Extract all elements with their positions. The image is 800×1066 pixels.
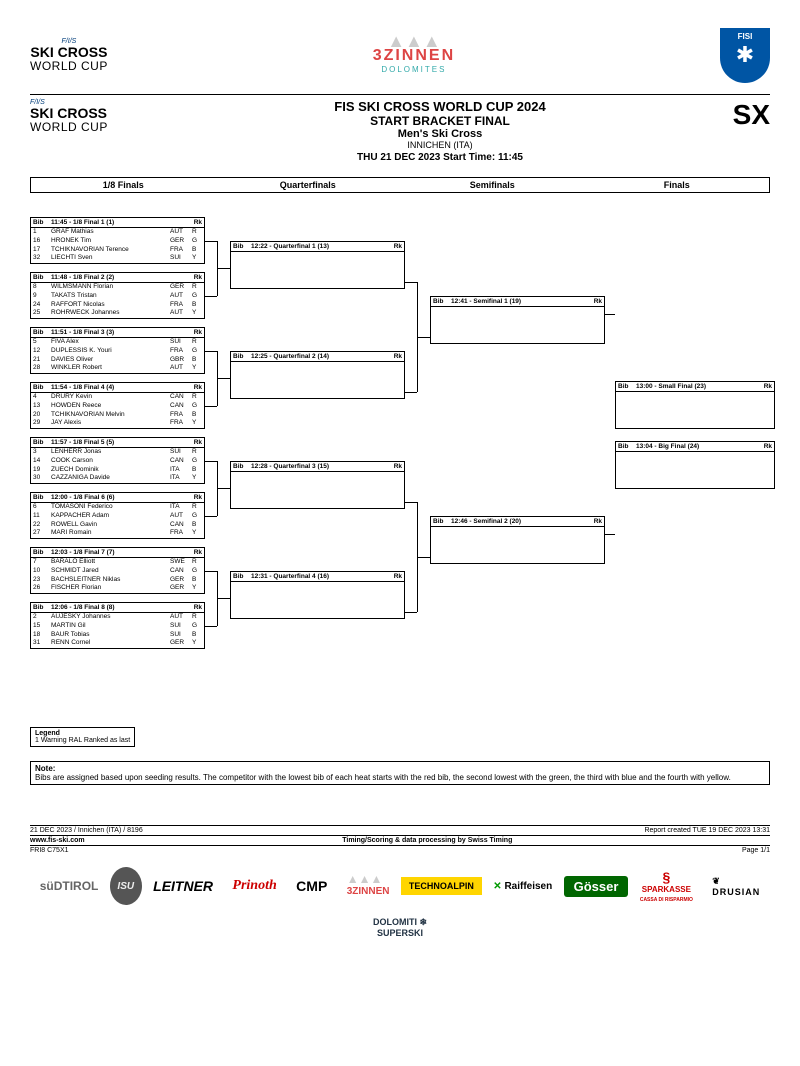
athlete-row: 9TAKATS TristanAUTG: [31, 292, 204, 301]
athlete-row: 21DAVIES OliverGBRB: [31, 356, 204, 365]
sponsor-dolomiti: DOLOMITI ❄SUPERSKI: [365, 913, 435, 942]
zinnen-sub: DOLOMITES: [381, 65, 446, 74]
title-doc: START BRACKET FINAL: [170, 114, 710, 128]
athlete-row: 18BAUR TobiasSUIB: [31, 631, 204, 640]
zinnen-logo: ▲▲▲ 3ZINNEN DOLOMITES: [373, 36, 455, 74]
note-text: Bibs are assigned based upon seeding res…: [35, 773, 765, 782]
heat-box: Bib12:25 - Quarterfinal 2 (14)Rk: [230, 351, 405, 399]
athlete-row: 4DRURY KevinCANR: [31, 393, 204, 402]
round-label: Semifinals: [400, 178, 585, 192]
worldcup-text: WORLD CUP: [30, 59, 108, 73]
fis-logo-left: F/I/S SKI CROSS WORLD CUP: [30, 38, 108, 73]
top-logo-bar: F/I/S SKI CROSS WORLD CUP ▲▲▲ 3ZINNEN DO…: [30, 20, 770, 90]
athlete-row: 12DUPLESSIS K. YouriFRAG: [31, 347, 204, 356]
heat-box: Bib12:46 - Semifinal 2 (20)Rk: [430, 516, 605, 564]
athlete-row: 14COOK CarsonCANG: [31, 457, 204, 466]
zinnen-main: 3ZINNEN: [373, 47, 455, 65]
heat-box: Bib12:41 - Semifinal 1 (19)Rk: [430, 296, 605, 344]
sponsor-sparkasse: §SPARKASSECASSA DI RISPARMIO: [632, 865, 701, 907]
legend-box: Legend 1 Warning RAL Ranked as last: [30, 727, 135, 747]
athlete-row: 5FIVA AlexSUIR: [31, 338, 204, 347]
athlete-row: 3LENHERR JonasSUIR: [31, 448, 204, 457]
heat-box: Bib13:04 - Big Final (24)Rk: [615, 441, 775, 489]
heat-box: Bib13:00 - Small Final (23)Rk: [615, 381, 775, 429]
heat-box: Bib11:57 - 1/8 Final 5 (5)Rk3LENHERR Jon…: [30, 437, 205, 484]
sponsor-prinoth: Prinoth: [224, 874, 284, 898]
header-left-logo: F/I/S SKI CROSS WORLD CUP: [30, 99, 170, 134]
rounds-header: 1/8 Finals Quarterfinals Semifinals Fina…: [30, 177, 770, 193]
athlete-row: 25ROHRWECK JohannesAUTY: [31, 309, 204, 318]
heat-box: Bib11:51 - 1/8 Final 3 (3)Rk5FIVA AlexSU…: [30, 327, 205, 374]
heat-box: Bib12:28 - Quarterfinal 3 (15)Rk: [230, 461, 405, 509]
legend-header: Legend: [35, 730, 130, 737]
fisi-logo: FISI: [720, 28, 770, 83]
heat-box: Bib11:54 - 1/8 Final 4 (4)Rk4DRURY Kevin…: [30, 382, 205, 429]
sponsor-drusian: ❦DRUSIAN: [704, 872, 768, 901]
round-label: 1/8 Finals: [31, 178, 216, 192]
athlete-row: 31RENN CornelGERY: [31, 639, 204, 648]
athlete-row: 29JAY AlexisFRAY: [31, 419, 204, 428]
heat-box: Bib12:31 - Quarterfinal 4 (16)Rk: [230, 571, 405, 619]
athlete-row: 20TCHIKNAVORIAN MelvinFRAB: [31, 411, 204, 420]
title-datetime: THU 21 DEC 2023 Start Time: 11:45: [170, 152, 710, 163]
discipline-code: SX: [710, 99, 770, 131]
heat-box: Bib12:00 - 1/8 Final 6 (6)Rk6TOMASONI Fe…: [30, 492, 205, 539]
sponsor-bar: süDTIROL ISU LEITNER Prinoth CMP ▲▲▲3ZIN…: [30, 865, 770, 942]
sponsor-isu: ISU: [110, 867, 142, 905]
athlete-row: 2AUJESKY JohannesAUTR: [31, 613, 204, 622]
footer-url: www.fis-ski.com: [30, 837, 85, 844]
athlete-row: 13HOWDEN ReeceCANG: [31, 402, 204, 411]
footer-page: Page 1/1: [742, 847, 770, 854]
athlete-row: 28WINKLER RobertAUTY: [31, 364, 204, 373]
heat-box: Bib12:22 - Quarterfinal 1 (13)Rk: [230, 241, 405, 289]
bracket: Bib11:45 - 1/8 Final 1 (1)Rk1GRAF Mathia…: [30, 217, 770, 697]
athlete-row: 27MARI RomainFRAY: [31, 529, 204, 538]
title-location: INNICHEN (ITA): [170, 140, 710, 150]
sponsor-zinnen: ▲▲▲3ZINNEN: [339, 871, 398, 901]
sponsor-raiffeisen: Raiffeisen: [485, 877, 560, 896]
legend-line: 1 Warning RAL Ranked as last: [35, 737, 130, 744]
title-event: FIS SKI CROSS WORLD CUP 2024: [170, 99, 710, 114]
note-header: Note:: [35, 764, 765, 773]
athlete-row: 10SCHMIDT JaredCANG: [31, 567, 204, 576]
sponsor-leitner: LEITNER: [145, 874, 221, 898]
athlete-row: 19ZUECH DominikITAB: [31, 466, 204, 475]
doc-header: F/I/S SKI CROSS WORLD CUP FIS SKI CROSS …: [30, 99, 770, 163]
athlete-row: 26FISCHER FlorianGERY: [31, 584, 204, 593]
footer-info: 21 DEC 2023 / Innichen (ITA) / 8196 Repo…: [30, 825, 770, 855]
athlete-row: 6TOMASONI FedericoITAR: [31, 503, 204, 512]
footer-code: FRI8 C75X1: [30, 847, 69, 854]
sponsor-sudtirol: süDTIROL: [32, 875, 107, 897]
athlete-row: 7BARALO ElliottSWER: [31, 558, 204, 567]
athlete-row: 16HRONEK TimGERG: [31, 237, 204, 246]
footer-timing: Timing/Scoring & data processing by Swis…: [342, 837, 512, 844]
athlete-row: 22ROWELL GavinCANB: [31, 521, 204, 530]
heat-box: Bib12:06 - 1/8 Final 8 (8)Rk2AUJESKY Joh…: [30, 602, 205, 649]
note-box: Note: Bibs are assigned based upon seedi…: [30, 761, 770, 785]
footer-left: 21 DEC 2023 / Innichen (ITA) / 8196: [30, 827, 143, 834]
athlete-row: 8WILMSMANN FlorianGERR: [31, 283, 204, 292]
heat-box: Bib12:03 - 1/8 Final 7 (7)Rk7BARALO Elli…: [30, 547, 205, 594]
round-label: Finals: [585, 178, 770, 192]
sponsor-technoalpin: TECHNOALPIN: [401, 877, 482, 895]
athlete-row: 32LIECHTI SvenSUIY: [31, 254, 204, 263]
athlete-row: 30CAZZANIGA DavideITAY: [31, 474, 204, 483]
athlete-row: 1GRAF MathiasAUTR: [31, 228, 204, 237]
fisi-text: FISI: [738, 32, 753, 41]
heat-box: Bib11:45 - 1/8 Final 1 (1)Rk1GRAF Mathia…: [30, 217, 205, 264]
athlete-row: 24RAFFORT NicolasFRAB: [31, 301, 204, 310]
title-discipline: Men's Ski Cross: [170, 128, 710, 140]
sponsor-cmp: CMP: [288, 874, 335, 898]
sponsor-gosser: Gösser: [564, 876, 629, 897]
athlete-row: 11KAPPACHER AdamAUTG: [31, 512, 204, 521]
athlete-row: 15MARTIN GilSUIG: [31, 622, 204, 631]
athlete-row: 23BACHSLEITNER NiklasGERB: [31, 576, 204, 585]
heat-box: Bib11:48 - 1/8 Final 2 (2)Rk8WILMSMANN F…: [30, 272, 205, 319]
footer-right: Report created TUE 19 DEC 2023 13:31: [644, 827, 770, 834]
round-label: Quarterfinals: [216, 178, 401, 192]
skicross-text: SKI CROSS: [30, 45, 107, 59]
athlete-row: 17TCHIKNAVORIAN TerenceFRAB: [31, 246, 204, 255]
